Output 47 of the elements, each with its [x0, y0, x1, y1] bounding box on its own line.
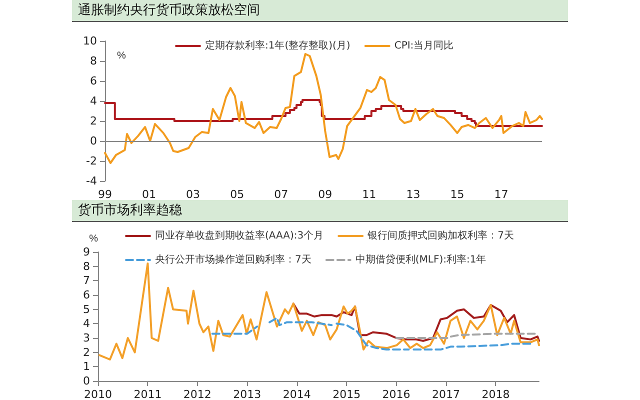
- legend-label: 同业存单收盘到期收益率(AAA):3个月: [155, 230, 324, 242]
- x-tick-label: 15: [450, 188, 464, 201]
- x-tick-label: 13: [406, 188, 420, 201]
- y-tick-label: 7: [83, 274, 90, 288]
- x-tick-label: 2012: [183, 388, 212, 400]
- x-tick-label: 2016: [382, 388, 410, 400]
- y-tick-label: 4: [90, 94, 97, 108]
- x-tick-label: 2010: [84, 388, 112, 400]
- y-tick-label: 6: [83, 288, 90, 302]
- x-tick-label: 2014: [282, 388, 311, 400]
- legend-label: 央行公开市场操作逆回购利率：7天: [155, 254, 312, 266]
- x-tick-label: 01: [142, 188, 156, 201]
- x-tick-label: 03: [186, 188, 200, 201]
- x-tick-label: 2011: [134, 388, 162, 400]
- x-tick-label: 09: [318, 188, 332, 201]
- y-tick-label: 2: [83, 346, 90, 359]
- x-tick-label: 11: [362, 188, 376, 201]
- y-tick-label: -2: [86, 154, 97, 168]
- y-tick-label: 8: [90, 54, 97, 68]
- y-tick-label: 10: [83, 34, 97, 48]
- y-tick-label: 0: [83, 374, 90, 388]
- y-tick-label: 5: [83, 302, 90, 316]
- x-tick-label: 17: [494, 188, 508, 201]
- y-axis-title: %: [117, 50, 126, 62]
- y-tick-label: 0: [90, 134, 97, 148]
- chart-title: 货币市场利率趋稳: [72, 200, 568, 222]
- y-tick-label: 4: [83, 317, 90, 330]
- x-tick-label: 2018: [482, 388, 510, 400]
- x-tick-label: 05: [230, 188, 244, 201]
- x-tick-label: 2013: [233, 388, 262, 400]
- y-tick-label: -4: [86, 174, 97, 188]
- legend-label: CPI:当月同比: [394, 40, 454, 52]
- legend-label: 银行间质押式回购加权利率：7天: [366, 230, 514, 242]
- y-tick-label: 8: [83, 260, 90, 273]
- y-tick-label: 6: [90, 74, 97, 88]
- x-tick-label: 99: [98, 188, 112, 201]
- legend-label: 定期存款利率:1年(整存整取)(月): [205, 40, 350, 52]
- x-tick-label: 2015: [332, 388, 361, 400]
- y-tick-label: 1: [83, 360, 90, 374]
- legend-label: 中期借贷便利(MLF):利率:1年: [355, 254, 486, 266]
- x-tick-label: 2017: [432, 388, 460, 400]
- x-tick-label: 07: [274, 188, 288, 201]
- y-tick-label: 9: [83, 246, 90, 258]
- chart-title: 通胀制约央行货币政策放松空间: [72, 0, 568, 22]
- y-tick-label: 2: [90, 114, 97, 128]
- y-axis-title: %: [89, 234, 98, 244]
- y-tick-label: 3: [83, 332, 90, 344]
